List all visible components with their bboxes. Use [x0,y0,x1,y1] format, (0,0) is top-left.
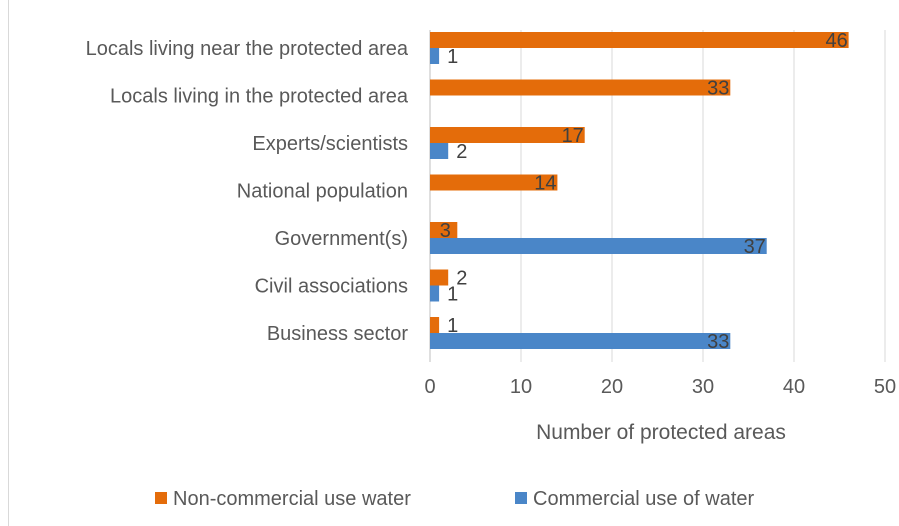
bar-non-commercial [430,174,558,191]
x-tick-label: 40 [783,376,805,398]
bar-commercial [430,238,767,254]
legend-swatch [155,492,167,504]
bar-non-commercial [430,317,440,333]
legend-swatch [515,492,527,504]
bar-commercial [430,333,731,349]
legend-label: Non-commercial use water [173,488,411,510]
x-tick-label: 50 [874,376,896,398]
category-label: Locals living in the protected area [110,86,409,108]
x-tick-labels: 0 10 20 30 40 50 [424,376,896,398]
category-label: Civil associations [255,276,408,298]
x-tick-label: 10 [510,376,532,398]
data-label: 1 [447,46,458,68]
bar-non-commercial [430,222,458,238]
x-tick-label: 30 [692,376,714,398]
data-label: 1 [447,284,458,306]
bar-non-commercial [430,79,731,96]
data-label: 17 [562,125,584,147]
category-labels: Locals living near the protected area Loc… [86,38,409,345]
data-label: 33 [707,331,729,353]
data-label: 46 [825,30,847,52]
data-label: 37 [744,236,766,258]
legend: Non-commercial use water Commercial use o… [155,488,755,510]
data-label: 33 [707,78,729,100]
chart-frame [8,0,899,526]
bar-non-commercial [430,32,849,48]
bar-commercial [430,285,440,302]
category-label: Business sector [267,323,409,345]
legend-label: Commercial use of water [533,488,755,510]
category-label: Locals living near the protected area [86,38,409,60]
data-label: 3 [440,220,451,242]
data-label: 1 [447,315,458,337]
category-label: Experts/scientists [252,133,408,155]
data-label: 2 [456,141,467,163]
bar-commercial [430,143,449,159]
category-label: National population [237,181,408,203]
category-label: Government(s) [275,228,408,250]
bars [430,32,849,349]
x-tick-label: 20 [601,376,623,398]
data-label: 14 [534,173,556,195]
bar-non-commercial [430,269,449,286]
data-label: 2 [456,268,467,290]
bar-non-commercial [430,127,585,143]
x-axis-title: Number of protected areas [536,421,786,444]
bar-commercial [430,48,440,64]
x-tick-label: 0 [424,376,435,398]
